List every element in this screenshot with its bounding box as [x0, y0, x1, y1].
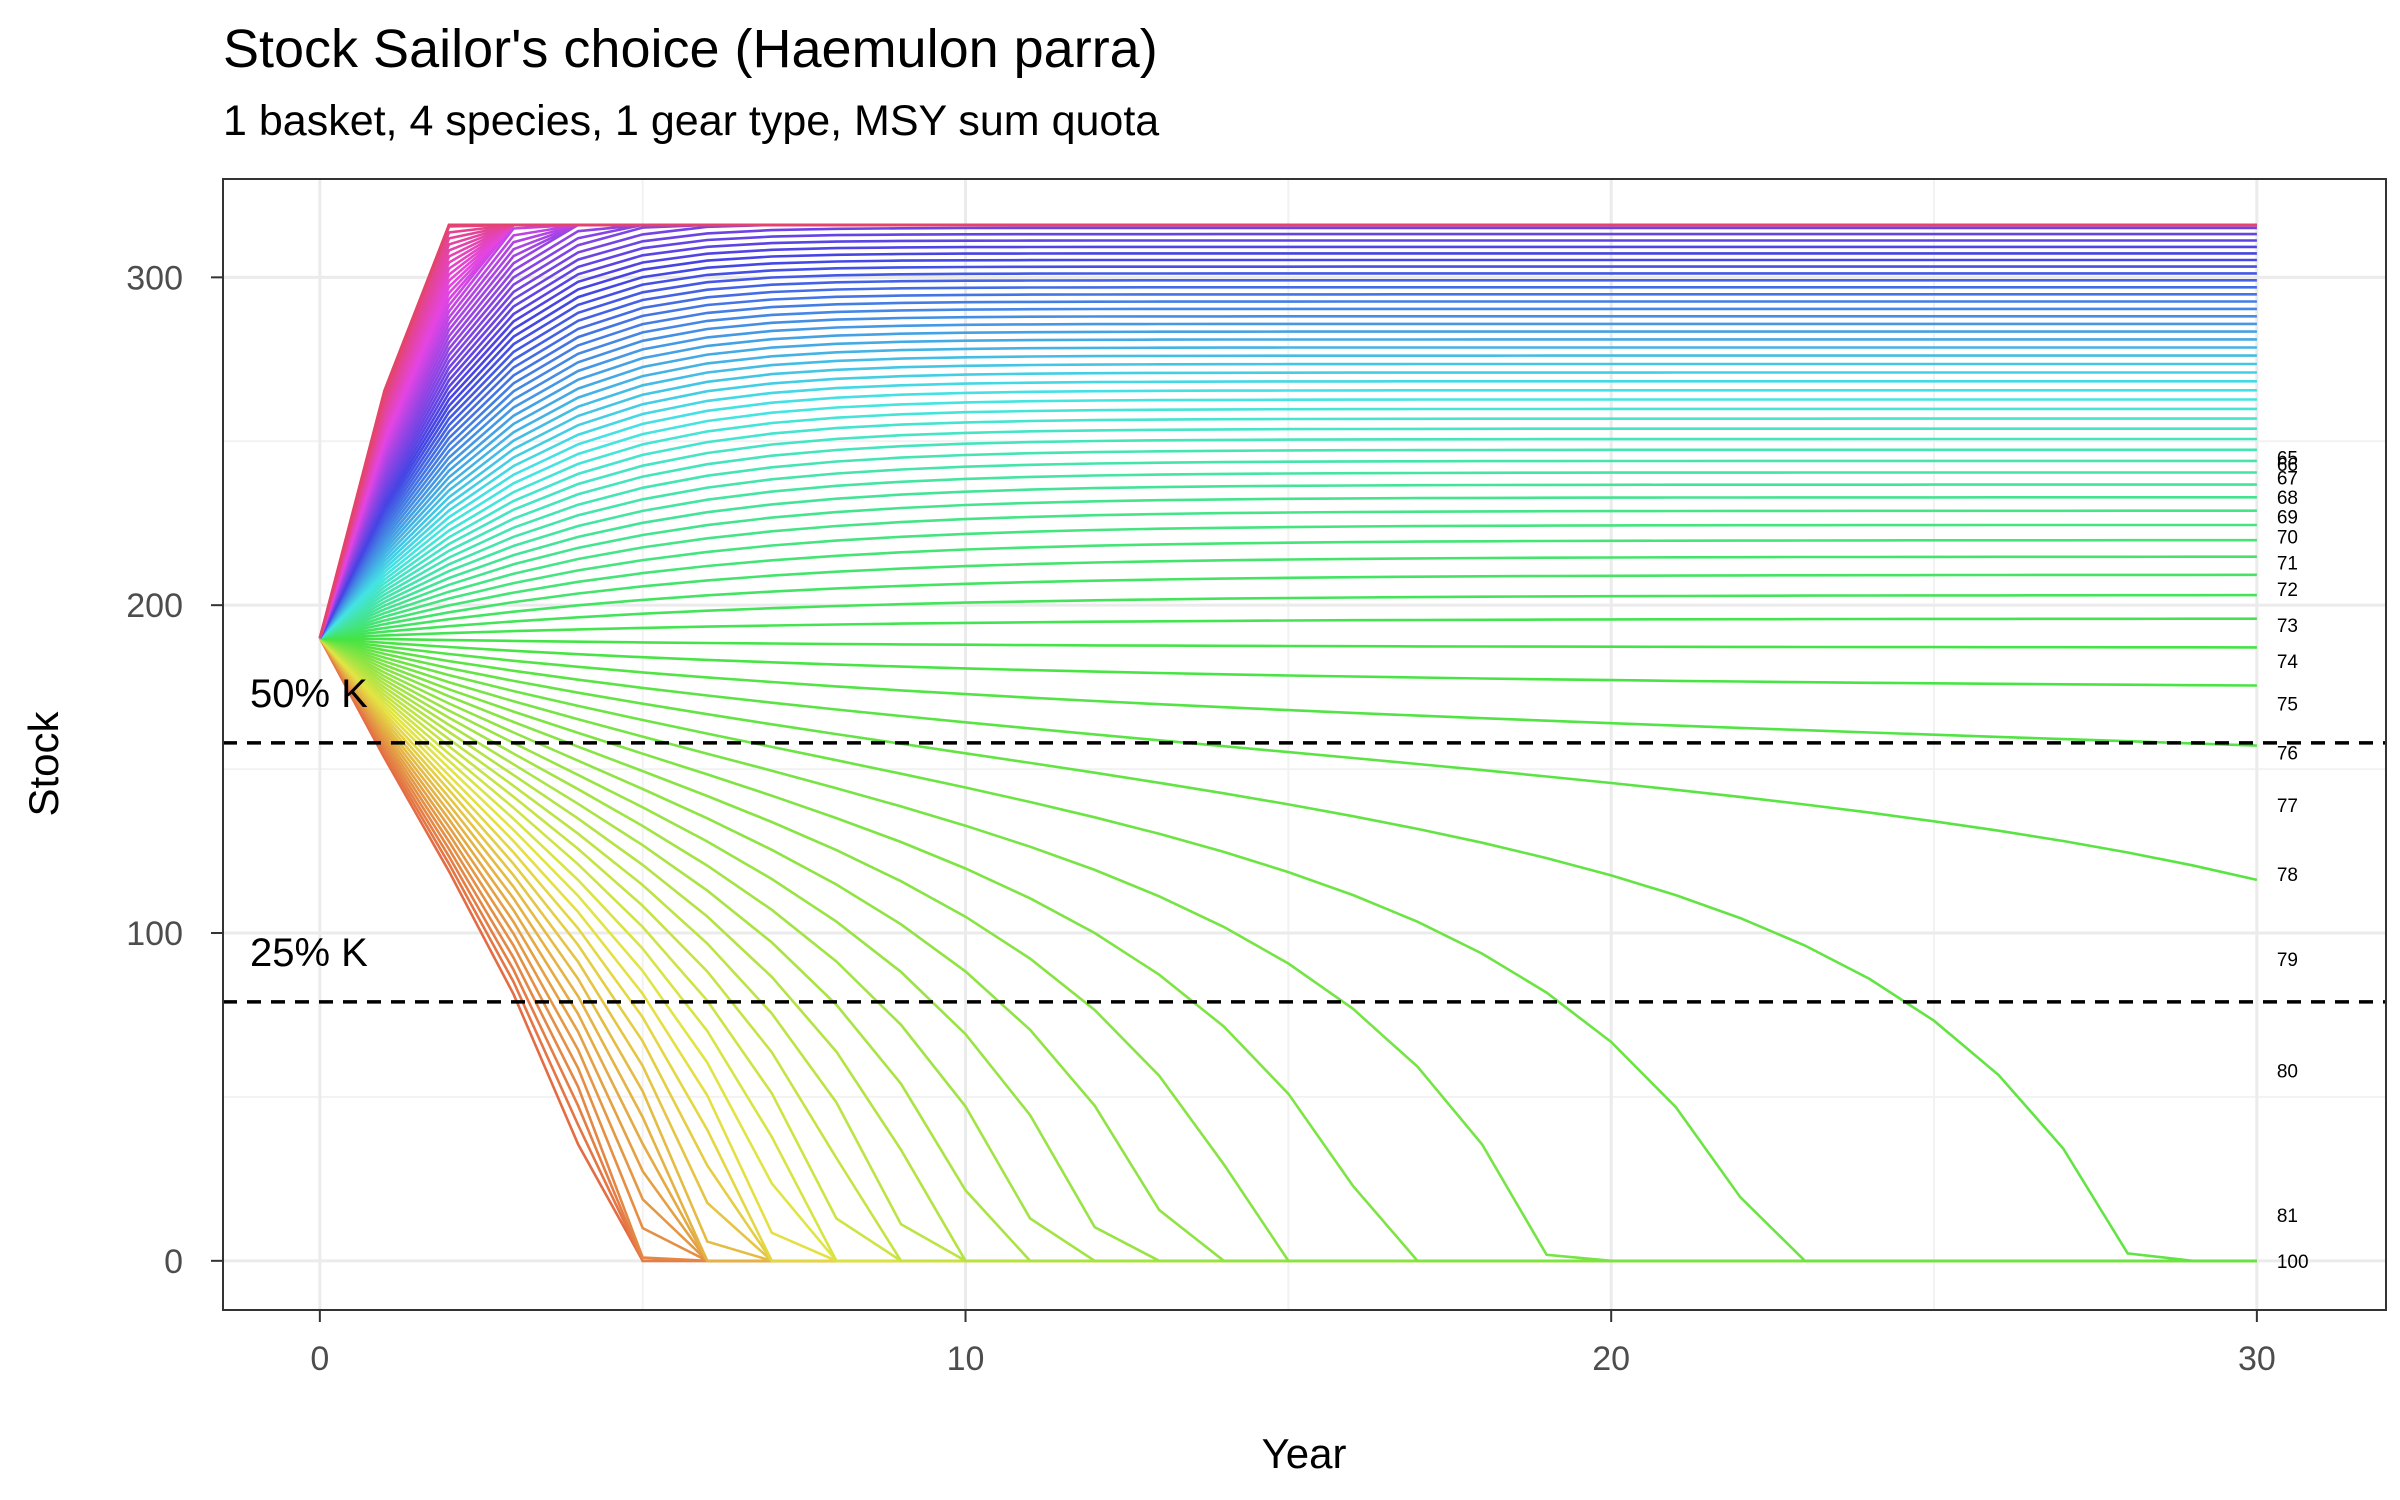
series-line	[318, 338, 2257, 639]
y-tick-label: 200	[126, 587, 183, 625]
series-line	[318, 379, 2257, 639]
series-line	[318, 322, 2257, 639]
series-end-label: 78	[2277, 865, 2298, 886]
x-tick-label: 20	[1592, 1340, 1630, 1378]
series-line	[318, 245, 2257, 639]
series-end-label: 80	[2277, 1062, 2298, 1083]
series-line	[319, 417, 2257, 639]
series-end-label: 66	[2277, 455, 2298, 476]
series-line	[318, 346, 2257, 639]
chart-subtitle: 1 basket, 4 species, 1 gear type, MSY su…	[223, 97, 1160, 145]
series-line	[319, 636, 2257, 1263]
series-line	[319, 617, 2257, 640]
series-line	[318, 226, 2257, 639]
series-end-label: 81	[2277, 1206, 2298, 1227]
panel-border	[222, 178, 2387, 1311]
series-line	[318, 258, 2257, 639]
series-end-label: 74	[2277, 652, 2299, 673]
series-line	[318, 265, 2257, 639]
series-line	[318, 239, 2257, 639]
series-line	[318, 371, 2257, 639]
series-line	[318, 285, 2257, 639]
series-line	[319, 509, 2257, 640]
series-line	[319, 483, 2257, 640]
series-line	[319, 593, 2257, 640]
series-line	[319, 636, 2257, 1263]
series-line	[319, 636, 2257, 649]
series-line	[318, 223, 2257, 639]
series-line	[318, 314, 2257, 639]
series-line	[319, 538, 2257, 640]
series-line	[318, 252, 2257, 639]
series-line	[319, 636, 2257, 687]
series-line	[318, 362, 2257, 639]
y-tick-label: 100	[126, 915, 183, 953]
series-line	[319, 573, 2257, 640]
x-tick-label: 0	[310, 1340, 329, 1378]
series-line	[318, 330, 2257, 639]
series-line	[318, 354, 2257, 639]
series-line	[319, 427, 2257, 640]
series-line	[318, 307, 2257, 639]
reference-line-label: 25% K	[250, 931, 368, 975]
series-line	[318, 272, 2257, 639]
series-line	[319, 523, 2257, 640]
series-end-label: 65	[2277, 449, 2298, 470]
series-end-label: 69	[2277, 508, 2298, 529]
series-line	[319, 407, 2257, 639]
series-line	[319, 448, 2257, 640]
series-line	[319, 636, 2257, 747]
series-end-label: 67	[2277, 468, 2298, 489]
series-line	[319, 471, 2257, 640]
series-end-label: 72	[2277, 580, 2298, 601]
chart-title: Stock Sailor's choice (Haemulon parra)	[223, 19, 1158, 79]
series-lines	[318, 223, 2258, 1263]
y-axis-title: Stock	[20, 710, 67, 816]
series-line	[319, 636, 2258, 882]
reference-lines: 50% K 25% K	[223, 672, 2386, 1004]
series-line	[319, 495, 2257, 640]
x-tick-label: 30	[2238, 1340, 2276, 1378]
series-line	[318, 388, 2257, 639]
series-line	[318, 232, 2257, 639]
series-end-label: 76	[2277, 744, 2298, 765]
reference-line-label: 50% K	[250, 672, 368, 716]
series-end-label: 75	[2277, 695, 2298, 716]
series-line	[318, 278, 2257, 639]
series-line	[319, 437, 2257, 640]
series-end-label: 79	[2277, 950, 2298, 971]
series-end-label: 77	[2277, 796, 2298, 817]
series-line	[319, 555, 2257, 640]
y-tick-label: 300	[126, 259, 183, 297]
series-end-label: 71	[2277, 554, 2298, 575]
series-end-label: 68	[2277, 488, 2298, 509]
series-line	[318, 300, 2257, 639]
series-end-label: 100	[2277, 1252, 2309, 1273]
series-line	[319, 459, 2257, 640]
series-end-label: 73	[2277, 616, 2298, 637]
x-axis-title: Year	[1262, 1430, 1347, 1477]
series-line	[318, 292, 2257, 639]
series-end-label: 70	[2277, 527, 2298, 548]
y-tick-label: 0	[164, 1243, 183, 1281]
x-tick-label: 10	[947, 1340, 985, 1378]
series-line	[318, 398, 2257, 639]
